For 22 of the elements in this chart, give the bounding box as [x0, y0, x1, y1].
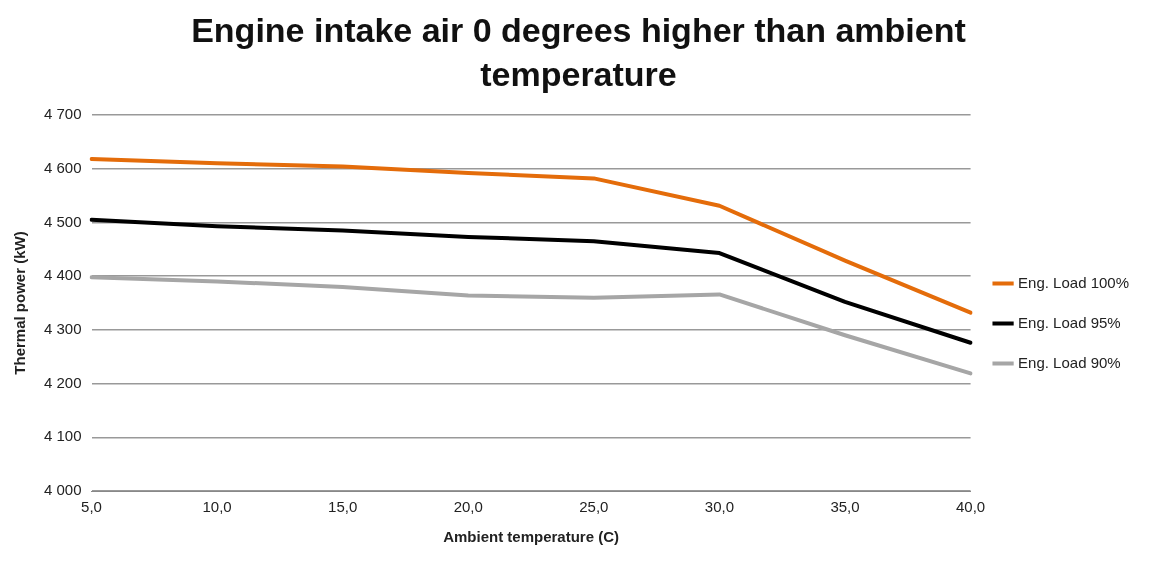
- y-tick-label: 4 300: [43, 320, 82, 337]
- x-tick-label: 25,0: [579, 498, 609, 516]
- y-tick-label: 4 700: [43, 105, 82, 123]
- y-tick-label: 4 600: [43, 158, 82, 176]
- y-axis-title: Thermal power (kW): [11, 231, 29, 375]
- x-axis-title: Ambient temperature (C): [443, 528, 619, 546]
- legend-label: Eng. Load 90%: [1018, 353, 1121, 371]
- y-tick-label: 4 400: [43, 266, 82, 284]
- legend-label: Eng. Load 100%: [1018, 273, 1130, 291]
- x-tick-label: 30,0: [704, 498, 735, 516]
- y-tick-label: 4 200: [43, 373, 82, 391]
- chart-title: Engine intake air 0 degrees higher than ambient temperature: [190, 10, 967, 95]
- x-tick-label: 35,0: [830, 498, 860, 516]
- x-tick-label: 10,0: [202, 498, 232, 516]
- y-tick-label: 4 500: [43, 212, 82, 230]
- x-tick-label: 40,0: [955, 498, 986, 516]
- x-tick-label: 5,0: [81, 498, 102, 516]
- x-tick-label: 20,0: [453, 498, 483, 516]
- y-tick-label: 4 100: [43, 427, 82, 445]
- y-tick-label: 4 000: [43, 481, 82, 499]
- x-tick-label: 15,0: [328, 498, 358, 516]
- legend-label: Eng. Load 95%: [1018, 313, 1121, 331]
